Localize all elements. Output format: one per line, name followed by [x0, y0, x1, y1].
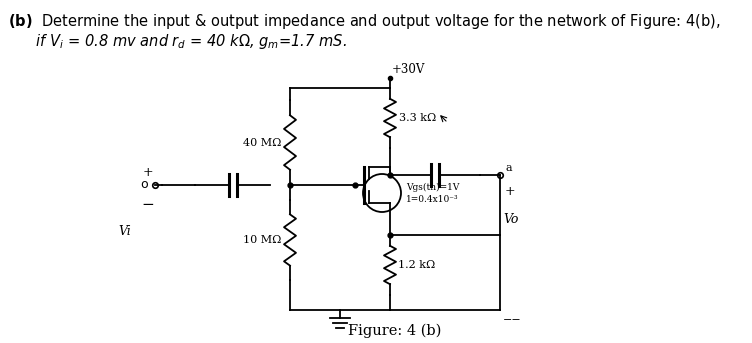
Text: $\mathbf{(b)}$  Determine the input & output impedance and output voltage for th: $\mathbf{(b)}$ Determine the input & out… [8, 12, 720, 31]
Text: 40 MΩ: 40 MΩ [243, 138, 281, 147]
Text: Vgs(th)=1V: Vgs(th)=1V [406, 182, 459, 191]
Text: 1.2 kΩ: 1.2 kΩ [398, 260, 435, 270]
Text: o: o [141, 178, 148, 191]
Text: Figure: 4 (b): Figure: 4 (b) [348, 323, 441, 338]
Text: 1=0.4x10⁻³: 1=0.4x10⁻³ [406, 194, 459, 203]
Text: 3.3 kΩ: 3.3 kΩ [399, 113, 436, 123]
Text: Vi: Vi [118, 225, 131, 238]
Text: +: + [505, 185, 516, 198]
Text: −: − [141, 198, 154, 212]
Text: if $V_i$ = 0.8 mv and $r_d$ = 40 k$\Omega$, $g_m$=1.7 mS.: if $V_i$ = 0.8 mv and $r_d$ = 40 k$\Omeg… [8, 32, 347, 51]
Text: Vo: Vo [503, 213, 518, 226]
Text: a: a [505, 163, 511, 173]
Text: +30V: +30V [392, 63, 426, 76]
Text: −−: −− [503, 315, 522, 325]
Text: +: + [143, 166, 153, 178]
Text: 10 MΩ: 10 MΩ [243, 235, 281, 245]
